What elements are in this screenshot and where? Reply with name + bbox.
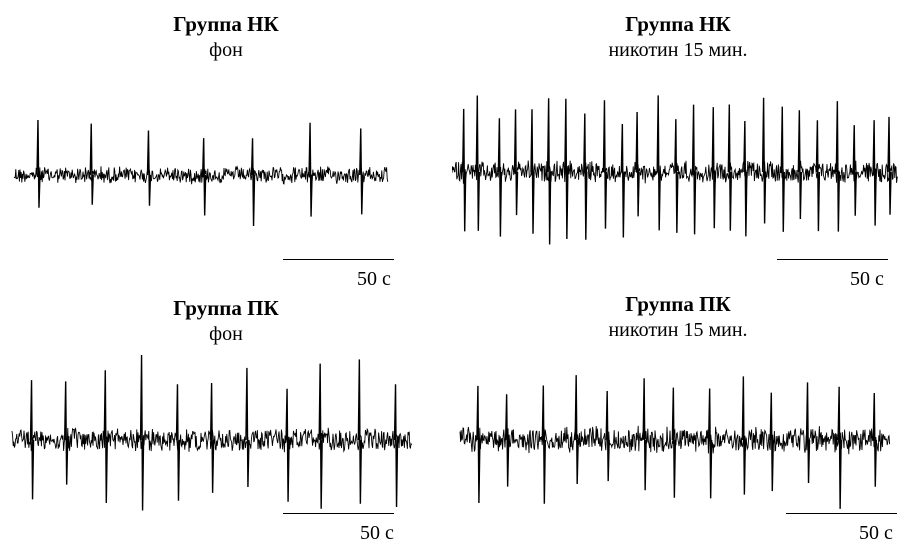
panel-subtitle: никотин 15 мин.	[608, 39, 748, 61]
spike	[656, 95, 661, 231]
panel-pk-nicotine: Группа ПК никотин 15 мин. 50 с	[452, 278, 904, 556]
spike	[691, 104, 697, 235]
panel-subtitle: фон	[209, 39, 243, 61]
spike	[887, 116, 892, 215]
spike	[743, 120, 748, 237]
scale-bar	[283, 513, 394, 514]
spike	[308, 122, 313, 217]
spike	[671, 387, 677, 498]
spike	[741, 376, 747, 495]
spike	[872, 120, 877, 226]
scale-label: 50 с	[357, 268, 391, 290]
spike	[583, 113, 588, 240]
spike	[504, 394, 510, 487]
spike	[103, 370, 108, 504]
spike	[530, 109, 535, 234]
signal-trace	[11, 355, 413, 511]
spike	[209, 383, 215, 493]
spike	[837, 386, 842, 509]
trace-noise	[452, 160, 899, 184]
spike	[707, 388, 713, 499]
spike	[89, 123, 94, 205]
spike	[546, 98, 552, 245]
spike	[674, 119, 679, 233]
spike	[201, 138, 207, 216]
spike	[564, 98, 569, 240]
panel-title: Группа НК	[173, 12, 279, 36]
spike	[541, 385, 547, 504]
spike	[620, 124, 626, 238]
spike	[711, 107, 716, 229]
trace-noise	[13, 165, 389, 185]
spike	[574, 375, 579, 485]
spike	[245, 367, 250, 487]
spike	[359, 128, 364, 215]
spike	[835, 101, 841, 232]
signal-trace	[452, 95, 899, 245]
trace-noise	[459, 425, 891, 455]
spike	[393, 384, 399, 508]
spike	[36, 120, 41, 208]
spike	[139, 355, 145, 511]
spike	[175, 384, 181, 501]
scale-bar	[283, 259, 394, 260]
spike	[475, 95, 481, 231]
spike	[285, 388, 290, 502]
spike	[250, 138, 256, 227]
panel-title: Группа НК	[625, 12, 731, 36]
spike	[513, 109, 519, 216]
panel-nk-background: Группа НК фон 50 с	[0, 0, 452, 290]
panel-title: Группа ПК	[625, 292, 731, 316]
spike	[357, 359, 363, 504]
spike	[761, 97, 767, 224]
panel-nk-nicotine: Группа НК никотин 15 мин. 50 с	[452, 0, 904, 290]
spike	[476, 385, 481, 504]
scale-label: 50 с	[360, 522, 394, 544]
scale-bar	[786, 513, 897, 514]
signal-trace	[459, 375, 891, 509]
spike	[635, 112, 640, 217]
spike	[815, 120, 821, 232]
spike	[497, 118, 503, 237]
spike	[852, 125, 857, 216]
panel-pk-background: Группа ПК фон 50 с	[0, 278, 452, 556]
spike	[29, 380, 35, 500]
spike	[461, 108, 467, 232]
scale-bar	[777, 259, 888, 260]
spike	[146, 130, 152, 206]
spike	[727, 104, 733, 231]
panel-subtitle: фон	[209, 323, 243, 345]
scale-label: 50 с	[859, 522, 893, 544]
spike	[797, 110, 803, 219]
spike	[780, 106, 785, 232]
spike	[805, 382, 811, 483]
spike	[872, 393, 877, 487]
panel-subtitle: никотин 15 мин.	[608, 319, 748, 341]
signal-trace	[13, 120, 389, 227]
spike	[642, 378, 647, 491]
scale-label: 50 с	[850, 268, 884, 290]
panel-title: Группа ПК	[173, 296, 279, 320]
spike	[605, 390, 610, 482]
spike	[769, 392, 774, 492]
spike	[63, 381, 69, 485]
spike	[318, 363, 323, 509]
spike	[602, 100, 608, 229]
